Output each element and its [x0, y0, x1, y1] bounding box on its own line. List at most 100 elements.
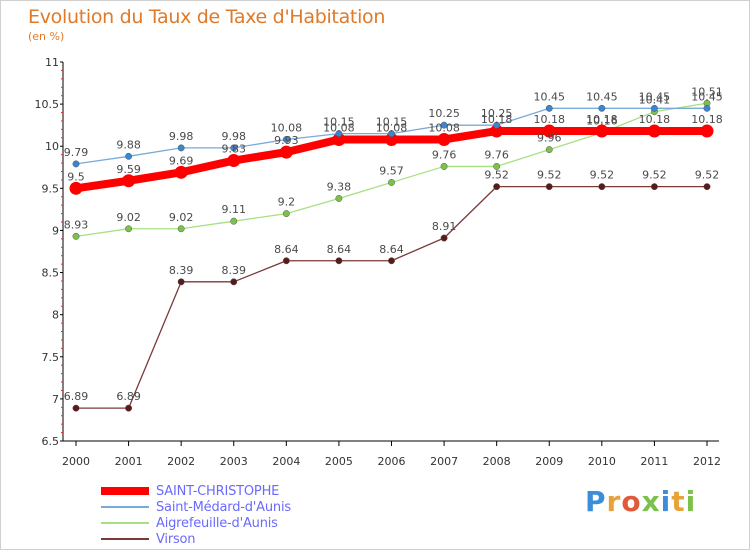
data-label: 10.45: [691, 90, 723, 103]
data-label: 10.45: [586, 90, 618, 103]
y-tick-label: 10: [45, 140, 59, 153]
y-tick-label: 8: [52, 309, 59, 322]
legend-label: Aigrefeuille-d'Aunis: [156, 515, 278, 531]
data-point: [279, 145, 293, 159]
data-point: [542, 124, 556, 138]
data-point: [282, 136, 290, 143]
data-label: 10.08: [376, 121, 408, 134]
y-tick-label: 9: [52, 224, 59, 237]
data-point: [230, 144, 238, 152]
chart-title: Evolution du Taux de Taxe d'Habitation: [28, 6, 386, 28]
data-label: 10.18: [534, 113, 566, 126]
data-point: [72, 160, 80, 168]
series-layer: [69, 99, 714, 412]
data-label: 9.69: [169, 154, 194, 167]
data-point: [388, 178, 395, 186]
data-point: [493, 162, 501, 170]
data-point: [700, 124, 714, 138]
data-label: 10.16: [586, 115, 618, 128]
data-label: 9.52: [642, 169, 667, 182]
data-point: [598, 183, 606, 191]
data-point: [125, 152, 133, 160]
data-label: 9.5: [67, 170, 85, 183]
data-label: 9.2: [278, 196, 296, 209]
data-point: [440, 234, 448, 242]
chart-axes: 6.5 7 7.5 8 8.5 9 9.5 10 10.5 11 2000 2001 2002 2003 2…: [35, 56, 722, 468]
x-tick-label: 2012: [693, 455, 721, 468]
data-point: [177, 225, 185, 233]
data-label: 10.25: [481, 107, 513, 120]
legend-label: Virson: [156, 531, 196, 547]
data-point: [69, 181, 83, 195]
x-tick-label: 2004: [272, 455, 300, 468]
data-label: 9.93: [274, 134, 299, 147]
y-tick-label: 7: [52, 393, 59, 406]
x-tick-label: 2001: [115, 455, 143, 468]
data-point: [490, 124, 504, 138]
data-point: [545, 146, 553, 154]
proxiti-logo: Proxiti: [585, 485, 696, 518]
data-label: 9.57: [379, 164, 404, 177]
data-label: 10.45: [639, 90, 671, 103]
data-label: 10.45: [534, 90, 566, 103]
data-point: [335, 257, 343, 265]
data-point: [493, 183, 501, 191]
legend-item-saint-medard-d-aunis[interactable]: Saint-Médard-d'Aunis: [101, 499, 291, 515]
x-tick-label: 2000: [62, 455, 90, 468]
data-label: 9.52: [537, 169, 562, 182]
data-label: 8.91: [432, 220, 457, 233]
data-label: 10.18: [691, 113, 723, 126]
logo-letter: P: [585, 485, 607, 518]
logo-letter: o: [621, 485, 642, 518]
chart-subtitle: (en %): [28, 30, 65, 43]
line-chart: 6.5 7 7.5 8 8.5 9 9.5 10 10.5 11 2000 2001 2002 2003 2…: [35, 56, 723, 468]
data-point: [595, 124, 609, 138]
legend-label: SAINT-CHRISTOPHE: [156, 483, 280, 499]
data-point: [72, 404, 80, 412]
legend-item-virson[interactable]: Virson: [101, 531, 291, 547]
data-label: 10.18: [639, 113, 671, 126]
data-label: 10.18: [586, 113, 618, 126]
data-label: 9.02: [169, 211, 194, 224]
data-label: 9.83: [222, 143, 247, 156]
data-label: 10.08: [271, 121, 303, 134]
data-label: 6.89: [64, 390, 89, 403]
data-label: 9.79: [64, 146, 89, 159]
y-tick-label: 8.5: [42, 267, 60, 280]
data-label: 8.39: [169, 264, 194, 277]
legend-swatch-aigrefeuille-d-aunis: [101, 522, 149, 524]
data-label: 9.11: [222, 203, 247, 216]
legend-item-aigrefeuille-d-aunis[interactable]: Aigrefeuille-d'Aunis: [101, 515, 291, 531]
legend-swatch-virson: [101, 538, 149, 540]
x-tick-label: 2006: [378, 455, 406, 468]
data-label: 9.38: [327, 180, 352, 193]
data-label: 9.98: [222, 130, 247, 143]
x-tick-label: 2008: [483, 455, 511, 468]
data-point: [385, 132, 398, 146]
data-label: 9.96: [537, 132, 562, 145]
data-point: [230, 217, 238, 225]
data-label: 6.89: [116, 390, 141, 403]
data-label: 10.51: [691, 85, 723, 98]
data-label: 10.18: [481, 113, 513, 126]
data-point: [545, 104, 553, 112]
data-point: [647, 124, 661, 138]
data-label: 10.41: [639, 94, 671, 107]
legend-label: Saint-Médard-d'Aunis: [156, 499, 291, 515]
data-point: [437, 132, 451, 146]
y-tick-label: 9.5: [42, 182, 60, 195]
legend-item-saint-christophe[interactable]: SAINT-CHRISTOPHE: [101, 483, 291, 499]
data-point: [177, 144, 185, 152]
data-point: [335, 130, 343, 138]
data-label: 10.08: [428, 121, 460, 134]
data-label: 10.08: [323, 121, 355, 134]
data-label: 10.25: [428, 107, 460, 120]
data-point: [388, 257, 395, 265]
data-point: [440, 121, 448, 129]
data-point: [388, 130, 395, 138]
data-label: 8.64: [379, 243, 404, 256]
data-point: [598, 104, 606, 112]
data-point: [440, 162, 448, 170]
data-label: 9.76: [484, 148, 509, 161]
